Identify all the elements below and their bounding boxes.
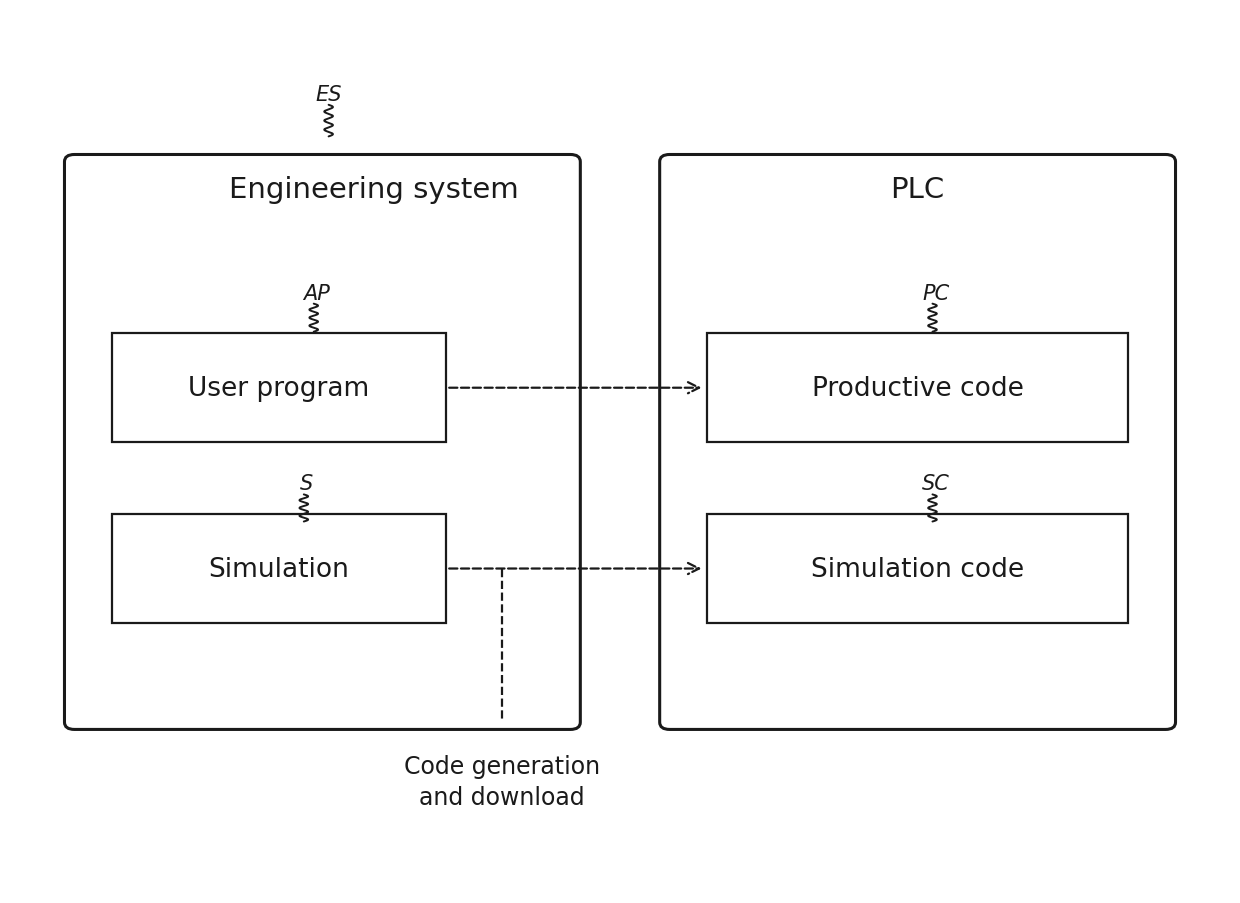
Text: User program: User program <box>188 376 370 401</box>
Text: Simulation: Simulation <box>208 556 350 582</box>
Bar <box>707 334 1128 442</box>
Text: S: S <box>300 473 312 493</box>
Text: SC: SC <box>923 473 950 493</box>
Text: PC: PC <box>923 284 950 303</box>
Bar <box>112 334 446 442</box>
FancyBboxPatch shape <box>64 155 580 730</box>
Text: Simulation code: Simulation code <box>811 556 1024 582</box>
Text: ES: ES <box>315 85 342 105</box>
Bar <box>707 515 1128 623</box>
Text: Code generation
and download: Code generation and download <box>404 754 600 810</box>
Text: Engineering system: Engineering system <box>229 176 520 203</box>
FancyBboxPatch shape <box>660 155 1176 730</box>
Text: Productive code: Productive code <box>812 376 1023 401</box>
Text: PLC: PLC <box>890 176 945 203</box>
Bar <box>112 515 446 623</box>
Text: AP: AP <box>303 284 330 303</box>
